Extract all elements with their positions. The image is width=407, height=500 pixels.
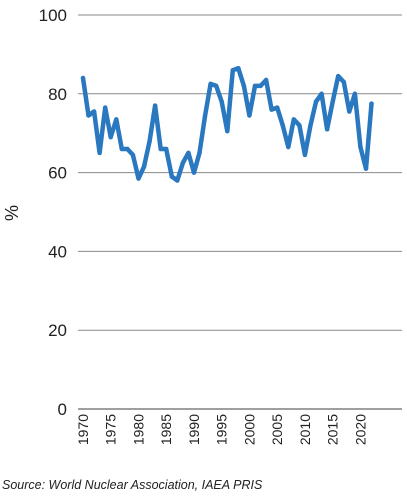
data-point bbox=[208, 81, 213, 87]
data-point bbox=[213, 83, 219, 89]
data-point bbox=[141, 164, 147, 169]
y-tick-label: 40 bbox=[48, 242, 67, 261]
data-point bbox=[147, 138, 152, 144]
data-point bbox=[80, 75, 86, 81]
data-point bbox=[175, 178, 180, 183]
x-tick-label: 1995 bbox=[214, 414, 230, 445]
data-point bbox=[236, 65, 241, 71]
data-point bbox=[86, 113, 91, 118]
data-point bbox=[324, 127, 330, 132]
data-point bbox=[269, 107, 274, 112]
data-point bbox=[225, 129, 230, 134]
data-point bbox=[191, 170, 197, 175]
y-tick-label: 60 bbox=[48, 164, 67, 183]
data-point bbox=[263, 77, 269, 83]
data-point bbox=[352, 91, 358, 97]
data-point bbox=[336, 73, 341, 79]
data-point bbox=[202, 113, 208, 118]
data-point bbox=[313, 99, 319, 104]
data-point bbox=[347, 109, 352, 114]
data-point bbox=[119, 146, 125, 152]
source-note: Source: World Nuclear Association, IAEA … bbox=[2, 478, 263, 492]
data-point bbox=[97, 150, 102, 156]
data-point bbox=[158, 146, 163, 152]
x-tick-label: 2005 bbox=[269, 414, 285, 445]
x-tick-label: 1990 bbox=[186, 414, 202, 445]
y-tick-label: 100 bbox=[39, 6, 67, 25]
y-tick-label: 20 bbox=[48, 321, 67, 340]
data-point bbox=[280, 123, 285, 128]
data-point bbox=[319, 91, 324, 97]
data-point bbox=[291, 117, 297, 122]
data-point bbox=[164, 146, 169, 152]
x-tick-label: 1970 bbox=[75, 414, 91, 445]
data-point bbox=[330, 99, 335, 104]
x-tick-label: 1985 bbox=[158, 414, 174, 445]
data-point bbox=[369, 101, 374, 106]
series-group bbox=[80, 65, 374, 183]
data-point bbox=[125, 146, 130, 152]
data-point bbox=[114, 117, 119, 122]
data-point bbox=[241, 83, 247, 89]
data-point bbox=[186, 150, 191, 156]
data-point bbox=[363, 166, 369, 171]
y-axis-label: % bbox=[2, 205, 22, 221]
line-chart: 0 20 40 60 80 100 % 1970 1975 1980 1985 1990 1995 2… bbox=[2, 6, 402, 445]
data-point bbox=[136, 176, 141, 181]
x-tick-label: 1975 bbox=[103, 414, 119, 445]
series-line bbox=[80, 65, 374, 183]
data-point bbox=[108, 134, 113, 140]
data-point bbox=[102, 105, 108, 110]
data-point bbox=[297, 123, 302, 128]
x-tick-label: 2000 bbox=[241, 414, 257, 445]
x-tick-label: 1980 bbox=[130, 414, 146, 445]
data-point bbox=[252, 83, 258, 89]
gridlines bbox=[78, 14, 402, 410]
y-tick-label: 0 bbox=[58, 400, 67, 419]
data-point bbox=[358, 144, 363, 150]
x-tick-label: 2010 bbox=[297, 414, 313, 445]
y-tick-label: 80 bbox=[48, 85, 67, 104]
data-point bbox=[286, 144, 291, 150]
data-point bbox=[247, 113, 252, 118]
data-point bbox=[258, 83, 263, 89]
data-point bbox=[130, 152, 136, 158]
x-tick-label: 2015 bbox=[325, 414, 341, 445]
data-point bbox=[169, 174, 174, 179]
data-point bbox=[91, 109, 97, 114]
data-point bbox=[197, 150, 202, 156]
x-tick-label: 2020 bbox=[352, 414, 368, 445]
data-point bbox=[152, 103, 158, 108]
data-point bbox=[308, 123, 313, 128]
data-point bbox=[302, 152, 308, 158]
data-point bbox=[219, 99, 224, 104]
data-point bbox=[180, 160, 186, 165]
data-point bbox=[274, 105, 280, 110]
data-point bbox=[230, 67, 235, 73]
data-point bbox=[341, 79, 346, 85]
x-axis-ticks: 1970 1975 1980 1985 1990 1995 2000 2005 2010 2015… bbox=[75, 414, 368, 445]
y-axis-ticks: 0 20 40 60 80 100 bbox=[39, 6, 67, 419]
